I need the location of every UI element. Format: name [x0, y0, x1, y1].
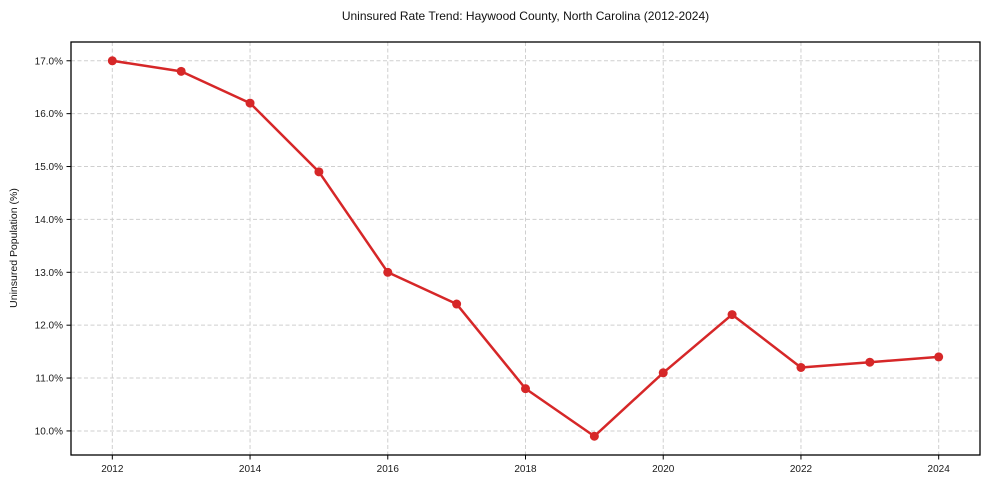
- x-tick-label: 2024: [928, 464, 951, 475]
- data-point: [865, 357, 875, 367]
- y-tick-label: 10.0%: [35, 426, 63, 437]
- x-tick-label: 2020: [652, 464, 675, 475]
- y-tick-label: 15.0%: [35, 162, 63, 173]
- data-point: [934, 352, 944, 362]
- data-point: [176, 66, 186, 76]
- axis-tick-labels: 2012 2014 2016 2018 2020 2022 2024 10.0% 11.0% 12…: [35, 56, 951, 475]
- y-tick-label: 16.0%: [35, 109, 63, 120]
- data-point: [796, 362, 806, 372]
- x-tick-label: 2022: [790, 464, 813, 475]
- x-tick-label: 2014: [239, 464, 262, 475]
- y-tick-label: 17.0%: [35, 56, 63, 67]
- x-tick-label: 2018: [514, 464, 537, 475]
- y-tick-label: 14.0%: [35, 215, 63, 226]
- data-point: [658, 368, 668, 378]
- data-point: [314, 167, 324, 177]
- y-tick-label: 11.0%: [35, 374, 63, 385]
- data-point-markers: [107, 56, 944, 441]
- y-tick-label: 12.0%: [35, 321, 63, 332]
- data-point: [107, 56, 117, 66]
- data-point: [383, 267, 393, 277]
- data-point: [452, 299, 462, 309]
- data-point: [521, 384, 530, 394]
- data-point: [589, 431, 599, 441]
- data-point: [245, 98, 255, 108]
- data-point: [727, 310, 737, 320]
- y-tick-label: 13.0%: [35, 268, 63, 279]
- gridlines: [71, 42, 980, 455]
- x-tick-label: 2012: [101, 464, 124, 475]
- chart-title: Uninsured Rate Trend: Haywood County, No…: [341, 9, 710, 23]
- axis-ticks: [66, 60, 940, 460]
- x-tick-label: 2016: [377, 464, 400, 475]
